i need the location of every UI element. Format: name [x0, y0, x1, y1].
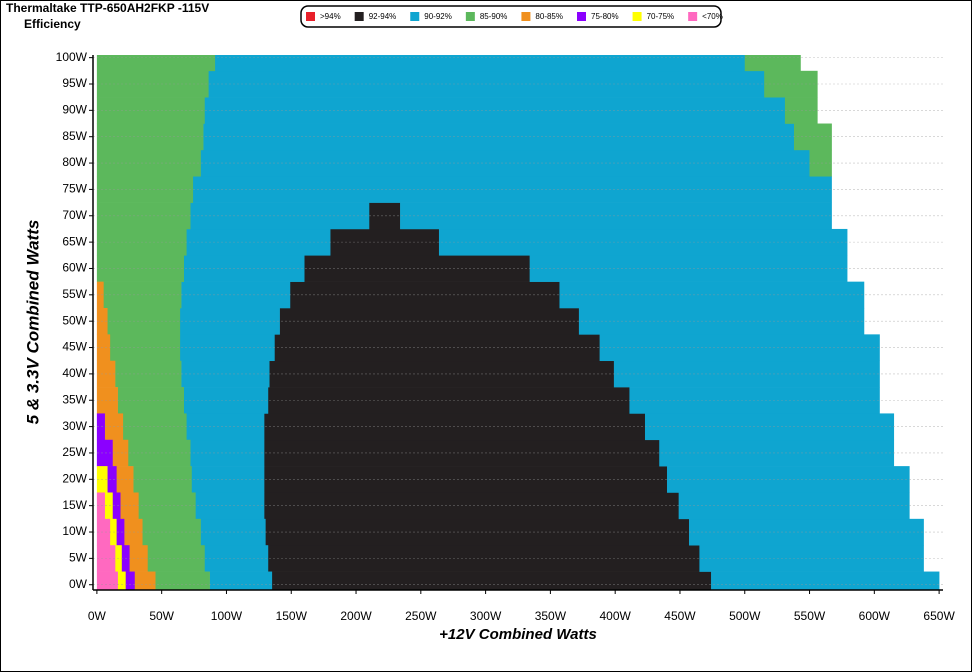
region-cell [96, 413, 105, 441]
y-tick-label: 0W [69, 577, 88, 591]
x-tick-label: 150W [276, 609, 308, 623]
y-tick-label: 60W [62, 261, 87, 275]
region-cell [104, 492, 113, 520]
legend-label: 80-85% [535, 12, 563, 21]
y-tick-label: 45W [62, 340, 87, 354]
region-cell [192, 176, 832, 203]
y-tick-label: 35W [62, 392, 87, 406]
region-cell [96, 571, 118, 590]
y-tick-label: 20W [62, 471, 87, 485]
x-tick-label: 450W [664, 609, 696, 623]
y-tick-label: 100W [56, 50, 88, 64]
y-tick-label: 70W [62, 208, 87, 222]
y-tick-label: 90W [62, 103, 87, 117]
region-cell [711, 571, 940, 590]
y-tick-label: 15W [62, 498, 87, 512]
region-cell [147, 545, 205, 572]
x-tick-label: 500W [729, 609, 761, 623]
region-cell [107, 308, 181, 335]
x-tick-label: 650W [923, 609, 955, 623]
y-tick-label: 30W [62, 419, 87, 433]
x-axis-label: +12V Combined Watts [439, 626, 597, 643]
region-cell [271, 571, 712, 590]
x-tick-label: 350W [535, 609, 567, 623]
x-tick-label: 550W [794, 609, 826, 623]
region-cell [183, 255, 305, 282]
region-cell [112, 439, 129, 467]
region-cell [191, 466, 265, 493]
legend: >94% 92-94% 90-92% 85-90% 80-85% 75-80% 70-75%… [306, 12, 723, 21]
region-cell [107, 466, 117, 493]
x-tick-label: 250W [405, 609, 437, 623]
region-cell [181, 281, 291, 309]
axes: 0W 5W 10W 15W 20W 25W 30W 35W 40W 45W 50W 55W 60W 65W… [56, 50, 956, 623]
y-tick-label: 55W [62, 287, 87, 301]
x-tick-label: 100W [211, 609, 243, 623]
legend-swatch [410, 12, 420, 21]
legend-label: 75-80% [591, 12, 619, 21]
legend-swatch [521, 12, 531, 21]
y-tick-label: 80W [62, 155, 87, 169]
y-tick-label: 40W [62, 366, 87, 380]
region-cell [125, 571, 135, 590]
y-tick-label: 50W [62, 313, 87, 327]
legend-label: 85-90% [480, 12, 508, 21]
x-tick-label: 200W [340, 609, 372, 623]
region-cell [115, 360, 182, 388]
region-cell [809, 149, 832, 177]
legend-label: <70% [702, 12, 723, 21]
region-cell [744, 55, 801, 72]
region-cell [96, 518, 111, 546]
region-cell [116, 466, 134, 493]
y-tick-label: 25W [62, 445, 87, 459]
legend-label: 90-92% [424, 12, 452, 21]
region-cell [155, 571, 210, 590]
region-cell [112, 492, 121, 520]
legend-swatch [306, 12, 315, 21]
y-tick-label: 85W [62, 129, 87, 143]
region-cell [134, 571, 156, 590]
region-cell [142, 518, 201, 546]
region-cell [438, 228, 848, 256]
legend-swatch [465, 12, 475, 21]
chart-subtitle: Efficiency [24, 17, 81, 31]
region-cell [400, 202, 832, 230]
legend-label: >94% [320, 12, 341, 21]
region-cell [214, 55, 746, 72]
region-cell [96, 439, 113, 467]
y-tick-label: 10W [62, 524, 87, 538]
legend-swatch [632, 12, 642, 21]
y-axis-label: 5 & 3.3V Combined Watts [23, 220, 42, 425]
region-cell [267, 545, 700, 572]
region-cell [209, 571, 273, 590]
legend-label: 92-94% [369, 12, 397, 21]
region-cell [96, 334, 111, 362]
region-cell [96, 55, 216, 72]
y-tick-label: 95W [62, 76, 87, 90]
plot [93, 55, 943, 590]
legend-swatch [577, 12, 586, 21]
y-tick-label: 75W [62, 182, 87, 196]
x-tick-label: 600W [859, 609, 891, 623]
y-tick-label: 65W [62, 234, 87, 248]
y-tick-label: 5W [69, 551, 88, 565]
legend-label: 70-75% [647, 12, 675, 21]
x-tick-label: 50W [149, 609, 174, 623]
region-cell [96, 387, 118, 414]
region-cell [96, 492, 105, 520]
region-cell [116, 518, 125, 546]
legend-box [300, 5, 722, 28]
legend-swatch [354, 12, 364, 21]
legend-swatch [688, 12, 698, 21]
region-cell [96, 281, 104, 309]
region-cell [117, 571, 126, 590]
x-tick-label: 300W [470, 609, 502, 623]
chart-title: Thermaltake TTP-650AH2FKP -115V [6, 1, 209, 15]
x-tick-label: 0W [88, 609, 107, 623]
region-cell [190, 202, 370, 230]
x-tick-label: 400W [600, 609, 632, 623]
